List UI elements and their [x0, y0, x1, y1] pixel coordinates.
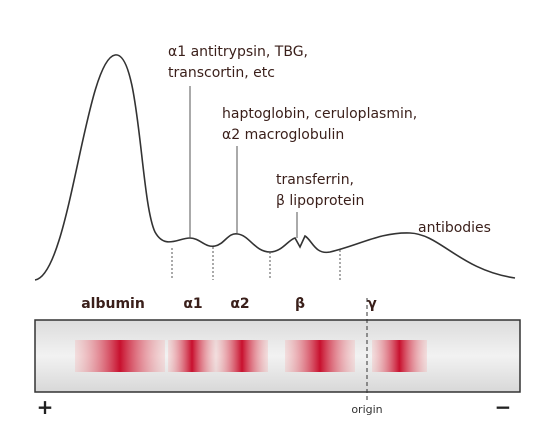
annotation: antibodies: [418, 220, 491, 236]
anode-label: +: [37, 395, 54, 419]
annotation: β lipoprotein: [276, 193, 364, 209]
fraction-label: α2: [230, 296, 249, 312]
cathode-label: −: [495, 395, 512, 419]
fraction-label: β: [295, 296, 305, 312]
annotation: haptoglobin, ceruloplasmin,: [222, 106, 417, 122]
fraction-label: α1: [183, 296, 202, 312]
annotation: transcortin, etc: [168, 65, 275, 81]
fraction-label: albumin: [81, 296, 145, 312]
band: [372, 340, 427, 372]
annotation: transferrin,: [276, 172, 354, 188]
band: [285, 340, 355, 372]
density-curve: [34, 54, 516, 281]
band: [168, 340, 216, 372]
annotation: α1 antitrypsin, TBG,: [168, 44, 308, 60]
fraction-dividers: [171, 247, 341, 280]
leader-lines: [189, 86, 298, 238]
band: [75, 340, 165, 372]
gel-bands: [75, 340, 427, 372]
annotation: α2 macroglobulin: [222, 127, 344, 143]
fraction-label: γ: [367, 296, 377, 312]
band: [216, 340, 268, 372]
origin-label: origin: [351, 403, 382, 416]
fraction-labels: albumin α1 α2 β γ: [81, 296, 377, 312]
